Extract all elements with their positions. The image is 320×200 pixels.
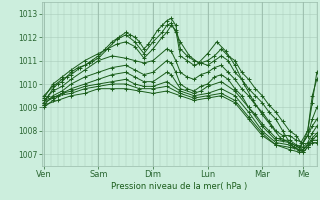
X-axis label: Pression niveau de la mer( hPa ): Pression niveau de la mer( hPa ) [111, 182, 247, 191]
